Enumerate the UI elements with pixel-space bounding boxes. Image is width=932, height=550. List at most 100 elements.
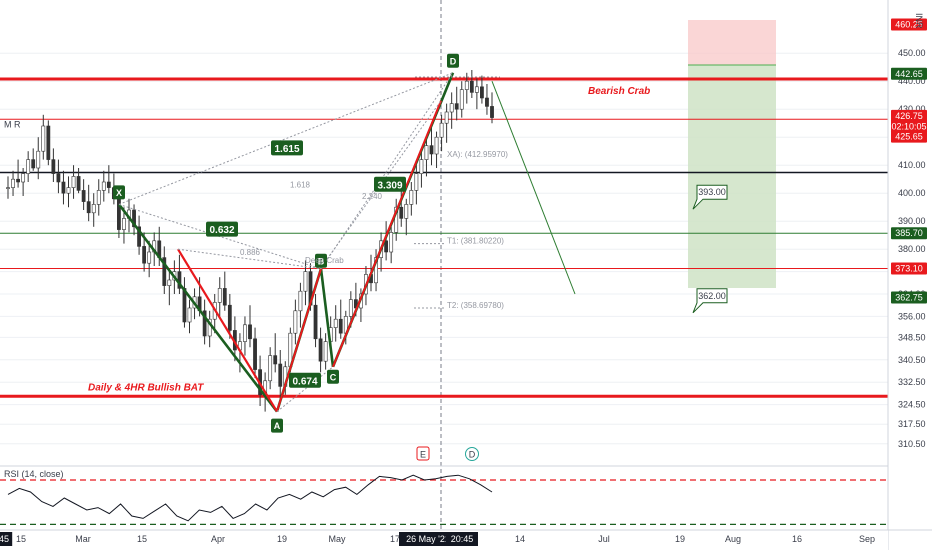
pattern-point-x[interactable]: X: [113, 185, 125, 200]
candle[interactable]: [122, 207, 126, 244]
candle[interactable]: [182, 277, 187, 328]
time-tick[interactable]: 15: [137, 534, 147, 544]
candle[interactable]: [86, 184, 91, 222]
candle[interactable]: [187, 299, 192, 334]
candle[interactable]: [449, 92, 454, 129]
stop-loss-zone[interactable]: [688, 20, 776, 65]
candle[interactable]: [439, 114, 444, 152]
candle[interactable]: [6, 176, 10, 199]
candle[interactable]: [454, 86, 459, 121]
candle[interactable]: [66, 176, 71, 208]
candle[interactable]: [490, 92, 494, 124]
candle[interactable]: [384, 221, 389, 261]
candle[interactable]: [293, 299, 298, 345]
price-tag-target-top[interactable]: 460.25: [891, 18, 927, 31]
price-tag-pattern-level[interactable]: 442.65: [891, 67, 927, 80]
harmonic-pattern-layer[interactable]: X A B C D 1.615 0.632 3.309 0.674 1.618 0.886 2.240…: [4, 53, 728, 461]
candle[interactable]: [162, 246, 167, 294]
candle[interactable]: [106, 165, 111, 194]
time-tick[interactable]: Mar: [75, 534, 91, 544]
candle[interactable]: [76, 168, 81, 194]
price-tag-prev-close[interactable]: 425.65: [891, 130, 927, 143]
candle[interactable]: [323, 333, 328, 370]
candle[interactable]: [444, 103, 449, 143]
candle[interactable]: [273, 333, 278, 373]
pattern-leg[interactable]: [319, 268, 335, 367]
candle[interactable]: [91, 193, 96, 227]
pattern-leg-red[interactable]: [177, 248, 278, 413]
candle[interactable]: [227, 294, 232, 339]
candle[interactable]: [167, 268, 172, 306]
time-tick[interactable]: Aug: [725, 534, 741, 544]
candle[interactable]: [147, 240, 152, 278]
price-tag-countdown[interactable]: 02:10:05: [891, 120, 927, 133]
candle[interactable]: [485, 84, 489, 115]
candle[interactable]: [11, 170, 15, 196]
candle[interactable]: [46, 120, 51, 166]
candle[interactable]: [434, 131, 439, 168]
rsi-line[interactable]: [7, 474, 493, 522]
time-tick[interactable]: Apr: [211, 534, 225, 544]
risk-reward-boxes[interactable]: [688, 20, 776, 288]
candle[interactable]: [253, 327, 257, 378]
candle[interactable]: [414, 165, 419, 205]
candle[interactable]: [81, 179, 86, 210]
time-tick[interactable]: Sep: [859, 534, 875, 544]
candle[interactable]: [303, 260, 308, 306]
candle[interactable]: [31, 148, 36, 171]
time-tick[interactable]: 17: [390, 534, 400, 544]
candle[interactable]: [36, 137, 41, 180]
candle[interactable]: [464, 72, 469, 104]
candle[interactable]: [333, 305, 338, 342]
candle[interactable]: [61, 170, 66, 205]
candle[interactable]: [101, 170, 106, 202]
candle[interactable]: [480, 75, 484, 104]
pattern-point-d[interactable]: D: [447, 53, 459, 68]
candle[interactable]: [424, 137, 429, 177]
candle[interactable]: [217, 277, 222, 317]
time-tick[interactable]: 19: [277, 534, 287, 544]
candle[interactable]: [16, 159, 20, 188]
candle[interactable]: [278, 350, 283, 401]
candle[interactable]: [71, 165, 76, 199]
candle[interactable]: [51, 148, 56, 182]
price-axis[interactable]: 310.50 317.50 324.50 332.50 340.50 348.50 356.…: [887, 0, 932, 550]
ratio-badge[interactable]: 3.309: [374, 176, 406, 192]
price-tag-last-price[interactable]: 426.75: [891, 109, 927, 122]
profit-zone[interactable]: [688, 65, 776, 288]
candle[interactable]: [177, 254, 182, 294]
time-tick[interactable]: 14: [515, 534, 525, 544]
candle[interactable]: [409, 182, 414, 216]
candle[interactable]: [96, 179, 101, 216]
candle[interactable]: [338, 299, 343, 339]
candle[interactable]: [374, 249, 378, 292]
target-callout[interactable]: 362.00: [692, 288, 728, 314]
ratio-badge[interactable]: 0.632: [206, 221, 238, 237]
time-tick[interactable]: May: [328, 534, 346, 544]
candle[interactable]: [399, 187, 404, 227]
candle[interactable]: [268, 347, 273, 390]
time-axis[interactable]: 45 15 Mar 15 Apr 19 May 17 26 May '21 20:45 14 Jul 1…: [0, 529, 932, 550]
time-tick[interactable]: 19: [675, 534, 685, 544]
ratio-badge[interactable]: 1.615: [271, 140, 303, 156]
candle[interactable]: [404, 198, 409, 236]
time-tick[interactable]: 26 May '21: [399, 532, 457, 546]
candle[interactable]: [56, 159, 61, 194]
candle[interactable]: [474, 78, 479, 110]
candle[interactable]: [394, 198, 399, 241]
candle[interactable]: [137, 215, 141, 255]
candle[interactable]: [26, 151, 31, 182]
candle[interactable]: [202, 299, 207, 345]
horizontal-levels[interactable]: [0, 77, 888, 398]
pattern-leg-red[interactable]: [276, 268, 322, 412]
ratio-badge[interactable]: 0.674: [289, 372, 321, 388]
rsi-panel[interactable]: RSI (14, close)70.0050.0035.00: [0, 465, 920, 527]
event-marker[interactable]: D: [465, 447, 479, 461]
time-tick[interactable]: 16: [792, 534, 802, 544]
candle[interactable]: [389, 226, 394, 264]
candle[interactable]: [248, 305, 252, 348]
candle[interactable]: [21, 168, 26, 196]
candle[interactable]: [469, 70, 474, 98]
candle[interactable]: [41, 114, 46, 160]
candle[interactable]: [298, 282, 303, 328]
